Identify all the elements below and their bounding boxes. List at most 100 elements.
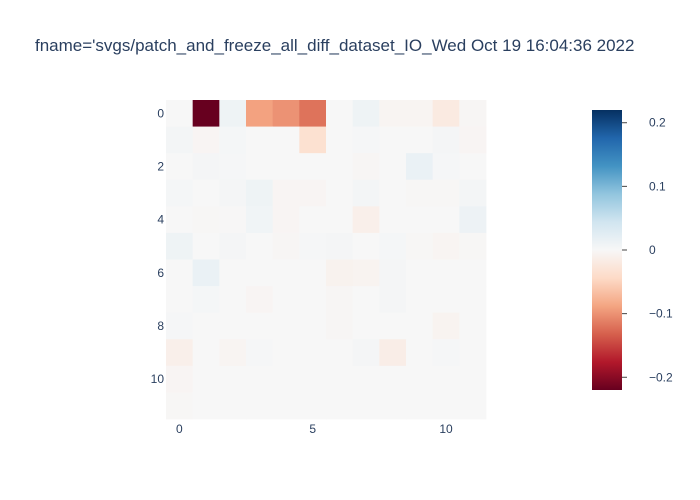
- heatmap-cell: [379, 339, 407, 367]
- heatmap-cell: [299, 392, 327, 420]
- heatmap-cell: [379, 259, 407, 287]
- heatmap-cell: [166, 126, 194, 154]
- heatmap-cell: [432, 126, 460, 154]
- heatmap-cell: [192, 286, 220, 314]
- heatmap-cell: [246, 232, 274, 260]
- heatmap-cell: [219, 126, 247, 154]
- heatmap-cell: [166, 339, 194, 367]
- heatmap-cell: [379, 232, 407, 260]
- heatmap-cell: [432, 153, 460, 181]
- heatmap-cell: [219, 339, 247, 367]
- heatmap-cell: [246, 100, 274, 127]
- colorbar-tick-label: 0.1: [649, 179, 666, 193]
- heatmap-cell: [459, 286, 487, 314]
- heatmap-cell: [246, 259, 274, 287]
- heatmap-cell: [352, 100, 380, 127]
- heatmap-cell: [432, 365, 460, 393]
- heatmap-cell: [272, 153, 300, 181]
- heatmap-cell: [459, 232, 487, 260]
- x-tick-label: 10: [439, 422, 453, 436]
- heatmap-cell: [219, 179, 247, 207]
- heatmap-cell: [326, 153, 354, 181]
- heatmap-cell: [299, 232, 327, 260]
- heatmap-cell: [459, 179, 487, 207]
- heatmap-cell: [299, 259, 327, 287]
- heatmap-cell: [299, 312, 327, 340]
- heatmap-cell: [326, 392, 354, 420]
- heatmap-cell: [352, 179, 380, 207]
- heatmap-cell: [379, 392, 407, 420]
- x-tick-label: 0: [176, 422, 183, 436]
- heatmap-cell: [326, 206, 354, 234]
- heatmap-cell: [272, 365, 300, 393]
- y-tick-label: 0: [157, 106, 164, 120]
- x-tick-label: 5: [309, 422, 316, 436]
- colorbar-gradient: [592, 110, 622, 390]
- heatmap-cell: [459, 259, 487, 287]
- heatmap-cell: [406, 312, 434, 340]
- heatmap-cell: [406, 232, 434, 260]
- heatmap-cell: [406, 153, 434, 181]
- heatmap-cell: [219, 232, 247, 260]
- heatmap-cell: [192, 206, 220, 234]
- heatmap-cell: [166, 392, 194, 420]
- colorbar-tick-label: 0: [649, 243, 656, 257]
- heatmap-cell: [166, 179, 194, 207]
- heatmap-cell: [219, 392, 247, 420]
- heatmap-cell: [166, 232, 194, 260]
- heatmap-cell: [326, 312, 354, 340]
- heatmap-cell: [379, 179, 407, 207]
- heatmap-cell: [272, 286, 300, 314]
- heatmap-cell: [166, 206, 194, 234]
- heatmap-cells: [166, 100, 487, 420]
- heatmap-cell: [406, 286, 434, 314]
- heatmap-cell: [166, 365, 194, 393]
- heatmap-cell: [299, 100, 327, 127]
- heatmap-cell: [192, 392, 220, 420]
- heatmap-cell: [299, 339, 327, 367]
- heatmap-cell: [352, 232, 380, 260]
- heatmap-cell: [352, 392, 380, 420]
- heatmap-cell: [246, 339, 274, 367]
- heatmap-cell: [326, 365, 354, 393]
- heatmap-cell: [326, 179, 354, 207]
- heatmap-cell: [326, 100, 354, 127]
- heatmap-cell: [406, 365, 434, 393]
- y-tick-label: 4: [157, 213, 164, 227]
- heatmap-cell: [166, 259, 194, 287]
- heatmap-cell: [459, 153, 487, 181]
- heatmap-cell: [192, 365, 220, 393]
- heatmap-cell: [272, 259, 300, 287]
- heatmap-cell: [299, 153, 327, 181]
- colorbar: 0.2 0.1 0 −0.1 −0.2: [592, 110, 673, 390]
- heatmap-cell: [459, 206, 487, 234]
- heatmap-cell: [246, 206, 274, 234]
- heatmap-cell: [432, 100, 460, 127]
- heatmap-cell: [459, 365, 487, 393]
- heatmap-cell: [432, 259, 460, 287]
- heatmap-cell: [246, 286, 274, 314]
- heatmap-cell: [406, 339, 434, 367]
- heatmap-cell: [166, 100, 194, 127]
- heatmap-cell: [459, 392, 487, 420]
- heatmap-cell: [379, 286, 407, 314]
- heatmap-cell: [379, 100, 407, 127]
- heatmap-cell: [272, 232, 300, 260]
- heatmap-cell: [219, 100, 247, 127]
- heatmap-cell: [246, 365, 274, 393]
- heatmap-cell: [352, 286, 380, 314]
- heatmap-cell: [352, 153, 380, 181]
- heatmap-cell: [432, 312, 460, 340]
- heatmap-cell: [406, 259, 434, 287]
- heatmap-cell: [219, 286, 247, 314]
- heatmap-cell: [406, 126, 434, 154]
- heatmap-cell: [272, 339, 300, 367]
- heatmap-cell: [459, 126, 487, 154]
- heatmap-cell: [459, 312, 487, 340]
- heatmap-cell: [219, 312, 247, 340]
- colorbar-ticks: 0.2 0.1 0 −0.1 −0.2: [622, 116, 673, 384]
- heatmap-cell: [219, 206, 247, 234]
- heatmap-cell: [352, 365, 380, 393]
- heatmap-cell: [166, 286, 194, 314]
